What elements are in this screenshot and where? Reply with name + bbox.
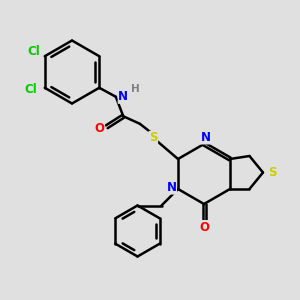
Text: S: S — [149, 131, 158, 144]
Text: S: S — [268, 166, 276, 179]
Text: H: H — [131, 84, 140, 94]
Text: O: O — [94, 122, 104, 135]
Text: Cl: Cl — [28, 45, 40, 58]
Text: N: N — [167, 181, 176, 194]
Text: Cl: Cl — [25, 83, 38, 96]
Text: O: O — [199, 220, 209, 234]
Text: N: N — [200, 131, 211, 144]
Text: N: N — [118, 90, 128, 103]
